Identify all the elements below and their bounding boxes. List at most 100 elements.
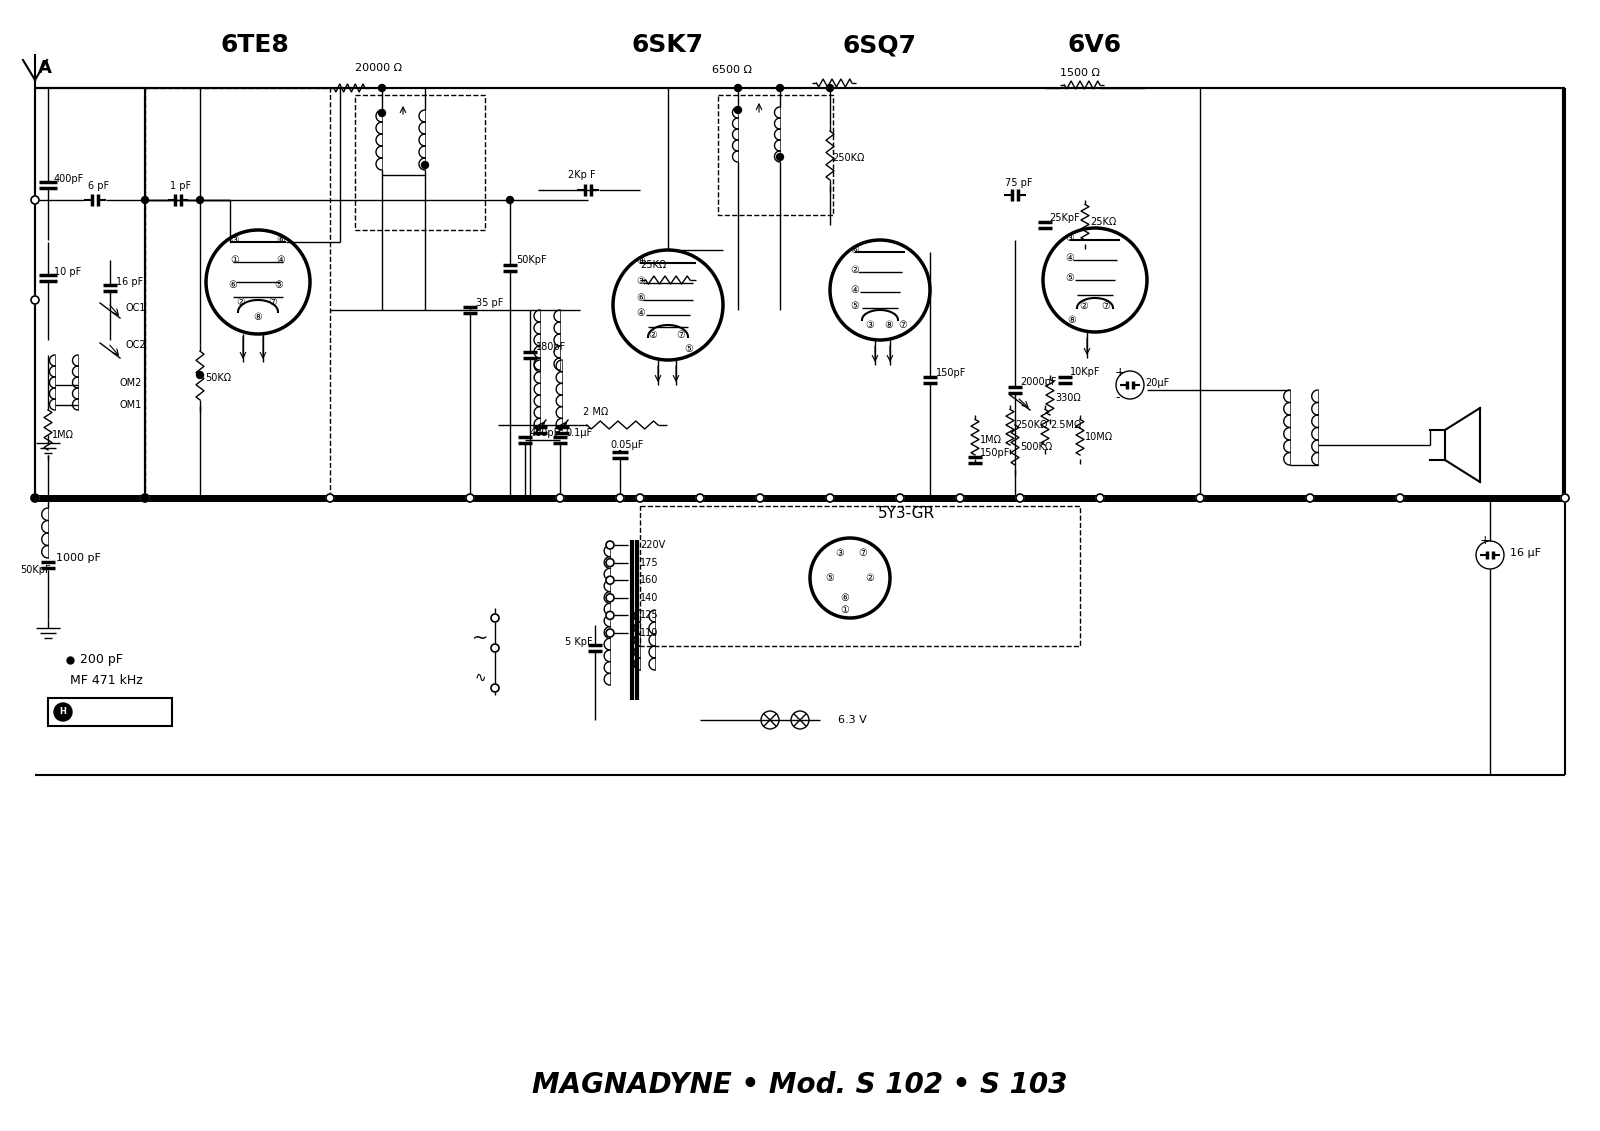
Text: ⑤: ⑤ — [826, 573, 834, 582]
Bar — [355, 95, 485, 230]
Text: 10KpF: 10KpF — [1070, 366, 1101, 377]
Circle shape — [491, 614, 499, 622]
Circle shape — [54, 703, 72, 720]
Text: ①: ① — [230, 254, 238, 265]
Text: 0.05μF: 0.05μF — [610, 440, 643, 450]
Text: 250KΩ: 250KΩ — [1014, 420, 1048, 430]
Text: 400pF: 400pF — [54, 174, 85, 184]
Circle shape — [491, 684, 499, 692]
Text: 2.5MΩ: 2.5MΩ — [1050, 420, 1082, 430]
Bar — [146, 88, 330, 498]
Text: 1 pF: 1 pF — [170, 181, 190, 191]
Text: 150pF: 150pF — [979, 448, 1010, 458]
Text: ②: ② — [1078, 301, 1088, 311]
Circle shape — [379, 110, 386, 116]
Text: 1000 pF: 1000 pF — [56, 553, 101, 563]
Text: ⑤: ⑤ — [685, 344, 693, 354]
Circle shape — [1197, 494, 1205, 502]
Text: 400pF: 400pF — [530, 428, 560, 438]
Circle shape — [1016, 494, 1024, 502]
Circle shape — [776, 85, 784, 92]
Circle shape — [1395, 494, 1405, 502]
Text: 0.1μF: 0.1μF — [565, 428, 592, 438]
Text: ②: ② — [648, 330, 656, 340]
Text: 6 pF: 6 pF — [88, 181, 109, 191]
Circle shape — [757, 494, 765, 502]
Text: 75 pF: 75 pF — [1005, 178, 1032, 188]
Text: OM1: OM1 — [120, 400, 142, 411]
Text: ⑦: ⑦ — [898, 320, 907, 330]
Circle shape — [379, 85, 386, 92]
Text: 2 MΩ: 2 MΩ — [582, 407, 608, 417]
Text: 16 pF: 16 pF — [115, 277, 144, 287]
Text: 2000pF: 2000pF — [1021, 377, 1056, 387]
Circle shape — [616, 494, 624, 502]
Text: 25KΩ: 25KΩ — [1090, 217, 1117, 227]
Circle shape — [557, 494, 563, 502]
FancyBboxPatch shape — [48, 698, 173, 726]
Text: 6SQ7: 6SQ7 — [843, 33, 917, 57]
Text: 1500 Ω: 1500 Ω — [1059, 68, 1101, 78]
Text: 160: 160 — [640, 576, 658, 585]
Text: 50KΩ: 50KΩ — [205, 373, 230, 383]
Text: ⑧: ⑧ — [253, 312, 262, 322]
Circle shape — [1306, 494, 1314, 502]
Text: 35 pF: 35 pF — [477, 297, 504, 308]
Text: 5Y3-GR: 5Y3-GR — [878, 506, 934, 520]
Text: OC1: OC1 — [125, 303, 146, 313]
Text: ④: ④ — [1066, 253, 1074, 264]
Text: 330Ω: 330Ω — [1054, 392, 1080, 403]
Circle shape — [826, 494, 834, 502]
Text: ⑥: ⑥ — [850, 245, 859, 254]
Text: ⑧: ⑧ — [883, 320, 893, 330]
Text: A: A — [38, 59, 51, 77]
Text: OM2: OM2 — [120, 378, 142, 388]
Text: 125: 125 — [640, 611, 659, 621]
Text: ⑥: ⑥ — [229, 280, 237, 290]
Text: ③: ③ — [835, 549, 843, 558]
Circle shape — [696, 494, 704, 502]
Circle shape — [141, 197, 149, 204]
Text: +: + — [1480, 534, 1491, 546]
Text: 50KpF: 50KpF — [515, 254, 547, 265]
Circle shape — [491, 644, 499, 651]
Text: 20000 Ω: 20000 Ω — [355, 63, 402, 74]
Text: MA17-62: MA17-62 — [106, 707, 155, 717]
Circle shape — [606, 594, 614, 602]
Text: ⑥: ⑥ — [637, 293, 645, 303]
Text: 50KpF: 50KpF — [19, 566, 51, 575]
Text: MF 471 kHz: MF 471 kHz — [70, 673, 142, 687]
Circle shape — [197, 371, 203, 379]
Text: ①: ① — [840, 605, 848, 615]
Text: 6V6: 6V6 — [1067, 33, 1122, 57]
Text: 180pF: 180pF — [536, 342, 566, 352]
Text: OC2: OC2 — [125, 340, 146, 349]
Circle shape — [776, 154, 784, 161]
Text: 10MΩ: 10MΩ — [1085, 432, 1114, 442]
Bar — [718, 95, 834, 215]
Circle shape — [326, 494, 334, 502]
Bar — [640, 506, 1080, 646]
Circle shape — [30, 296, 38, 304]
Text: H: H — [59, 708, 67, 717]
Text: ③: ③ — [866, 320, 874, 330]
Text: 175: 175 — [640, 558, 659, 568]
Circle shape — [141, 494, 149, 501]
Circle shape — [32, 494, 38, 501]
Text: ⑥: ⑥ — [277, 235, 285, 245]
Text: ⑤: ⑤ — [1066, 273, 1074, 283]
Circle shape — [606, 541, 614, 549]
Circle shape — [827, 85, 834, 92]
Text: MAGNADYNE • Mod. S 102 • S 103: MAGNADYNE • Mod. S 102 • S 103 — [533, 1071, 1067, 1099]
Circle shape — [141, 494, 149, 502]
Text: ④: ④ — [277, 254, 285, 265]
Text: 6TE8: 6TE8 — [221, 33, 290, 57]
Text: 6.3 V: 6.3 V — [838, 715, 867, 725]
Text: -: - — [1115, 391, 1120, 405]
Text: ③: ③ — [1066, 233, 1074, 243]
Text: 150pF: 150pF — [936, 368, 966, 378]
Text: 6SK7: 6SK7 — [632, 33, 704, 57]
Text: 6500 Ω: 6500 Ω — [712, 64, 752, 75]
Circle shape — [606, 612, 614, 620]
Circle shape — [507, 197, 514, 204]
